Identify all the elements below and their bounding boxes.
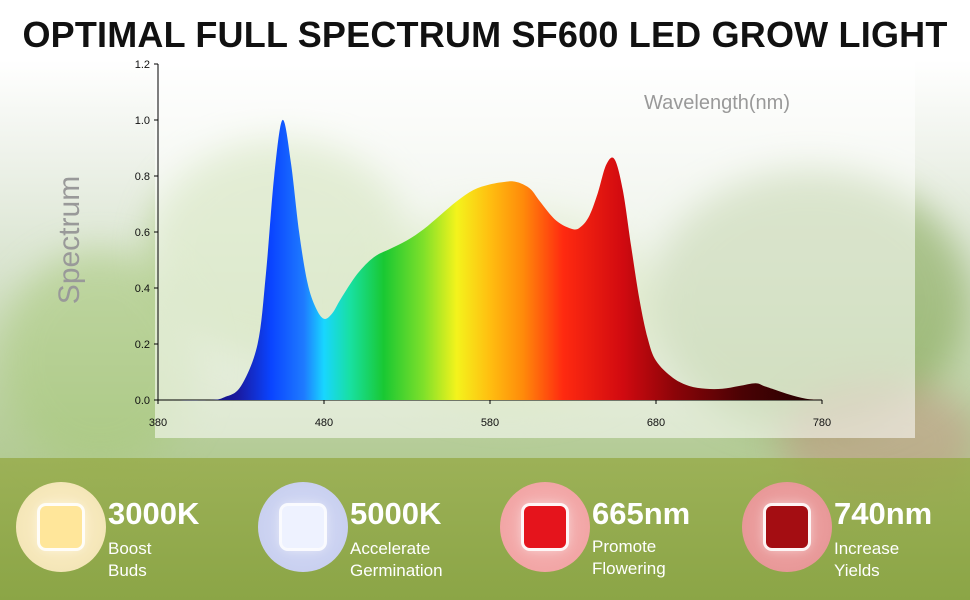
red-led-icon	[500, 482, 590, 572]
feature-3000k: 3000K Boost Buds	[16, 482, 246, 582]
feature-value: 5000K	[350, 496, 442, 531]
feature-740nm: 740nm Increase Yields	[742, 482, 970, 582]
feature-description: Accelerate Germination	[350, 539, 443, 580]
feature-value: 740nm	[834, 496, 933, 531]
y-tick-label: 0.4	[135, 283, 150, 295]
feature-value: 3000K	[108, 496, 200, 531]
feature-value: 665nm	[592, 496, 691, 531]
x-tick-label: 780	[813, 417, 831, 429]
x-tick-label: 480	[315, 417, 333, 429]
y-tick-label: 0.0	[135, 395, 150, 407]
y-tick-label: 1.2	[135, 59, 150, 71]
feature-description: Increase Yields	[834, 539, 900, 580]
cool-white-led-icon	[258, 482, 348, 572]
y-tick-label: 0.6	[135, 227, 150, 239]
x-axis-label: Wavelength(nm)	[644, 92, 790, 114]
feature-description: Boost Buds	[108, 539, 152, 580]
x-tick-label: 580	[481, 417, 499, 429]
y-tick-label: 1.0	[135, 115, 150, 127]
spectrum-area	[158, 119, 822, 401]
spectrum-chart: 0.0 0.2 0.4 0.6 0.8 1.0 1.2 380 480 580 680 780	[135, 59, 831, 429]
feature-description: Promote Flowering	[592, 537, 666, 578]
warm-white-led-icon	[16, 482, 106, 572]
y-tick-label: 0.2	[135, 339, 150, 351]
x-tick-label: 680	[647, 417, 665, 429]
feature-665nm: 665nm Promote Flowering	[500, 482, 730, 582]
x-tick-label: 380	[149, 417, 167, 429]
chart-marks	[158, 119, 822, 401]
far-red-led-icon	[742, 482, 832, 572]
page-title: OPTIMAL FULL SPECTRUM SF600 LED GROW LIG…	[22, 14, 948, 55]
y-axis-label: Spectrum	[53, 175, 86, 305]
feature-5000k: 5000K Accelerate Germination	[258, 482, 488, 582]
y-tick-label: 0.8	[135, 171, 150, 183]
